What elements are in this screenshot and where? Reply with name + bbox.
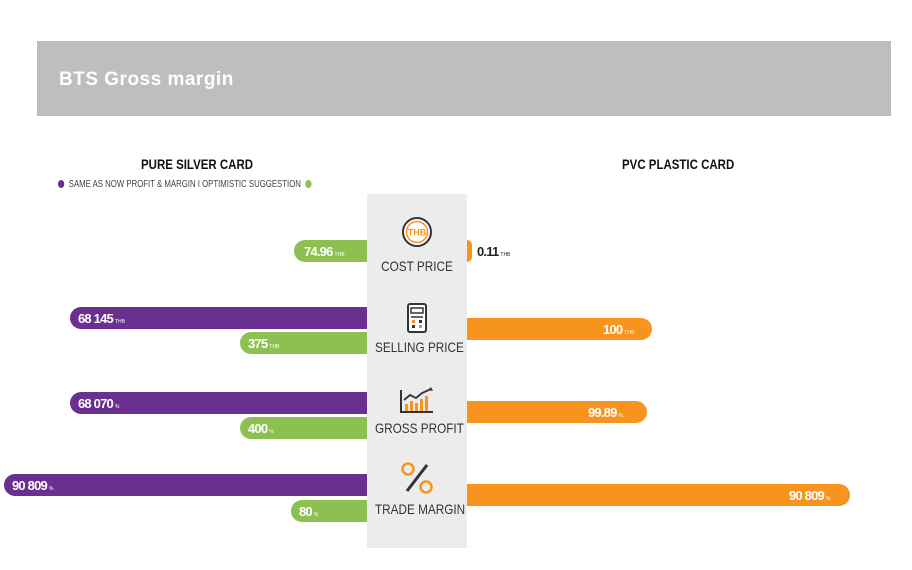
header-banner: BTS Gross margin <box>37 41 891 116</box>
bar-selling-price-now <box>70 307 367 329</box>
right-panel-title: PVC PLASTIC CARD <box>622 156 735 172</box>
bar-trade-margin-pvc <box>467 484 850 506</box>
value-trade-margin-pvc: 90 809% <box>789 488 831 503</box>
bar-cost-price-pvc <box>467 240 472 262</box>
value-trade-margin-now: 90 809% <box>12 478 54 493</box>
cost-price-label: COST PRICE <box>381 258 453 274</box>
value-trade-margin-optimistic: 80% <box>299 504 319 519</box>
page-title: BTS Gross margin <box>59 69 234 90</box>
bar-selling-price-optimistic <box>240 332 367 354</box>
legend-dot-green <box>305 180 312 189</box>
legend: SAME AS NOW PROFIT & MARGIN I OPTIMISTIC… <box>58 179 312 190</box>
value-selling-price-pvc: 100 THB <box>603 322 635 337</box>
percent-icon <box>401 462 433 494</box>
value-selling-price-now: 68 145 THB <box>78 311 125 326</box>
thb-coin-icon: THB <box>402 217 432 247</box>
gross-profit-label: GROSS PROFIT <box>375 420 464 436</box>
bar-trade-margin-optimistic <box>291 500 367 522</box>
legend-text: SAME AS NOW PROFIT & MARGIN I OPTIMISTIC… <box>68 179 301 190</box>
value-cost-price-pvc: 0.11 THB <box>477 244 511 259</box>
bar-selling-price-pvc <box>467 318 652 340</box>
value-gross-profit-optimistic: 400% <box>248 421 274 436</box>
bar-trade-margin-now <box>4 474 367 496</box>
value-selling-price-optimistic: 375 THB <box>248 336 280 351</box>
bar-cost-price-optimistic <box>294 240 367 262</box>
growth-chart-icon <box>400 387 433 413</box>
value-cost-price-optimistic: 74.96 THB <box>304 244 345 259</box>
bar-gross-profit-optimistic <box>240 417 367 439</box>
legend-dot-purple <box>58 180 65 189</box>
value-gross-profit-now: 68 070% <box>78 396 120 411</box>
svg-text:THB: THB <box>408 228 427 238</box>
bar-gross-profit-pvc <box>467 401 647 423</box>
left-panel-title: PURE SILVER CARD <box>141 156 254 172</box>
bar-gross-profit-now <box>70 392 367 414</box>
value-gross-profit-pvc: 99.89% <box>588 405 623 420</box>
calculator-icon <box>407 303 427 333</box>
metric-column: THB COST PRICE SELLING PRICE GROSS PROFI… <box>367 194 467 548</box>
trade-margin-label: TRADE MARGIN <box>375 501 466 517</box>
selling-price-label: SELLING PRICE <box>375 339 464 355</box>
